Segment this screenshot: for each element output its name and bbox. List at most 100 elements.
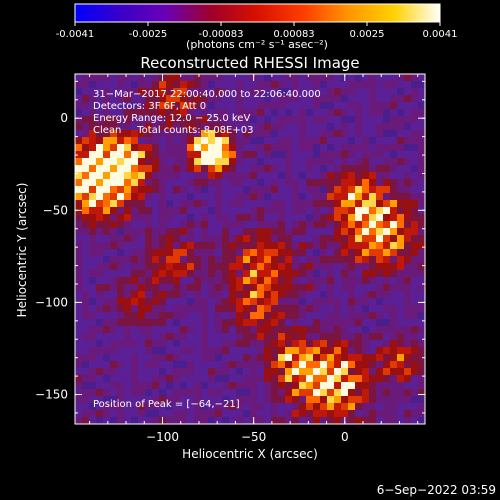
heatmap-pixel	[418, 291, 425, 299]
heatmap-pixel	[145, 305, 153, 313]
heatmap-pixel	[292, 200, 300, 208]
heatmap-pixel	[341, 235, 349, 243]
heatmap-pixel	[82, 144, 90, 152]
heatmap-pixel	[187, 165, 195, 173]
heatmap-pixel	[75, 291, 83, 299]
heatmap-pixel	[75, 130, 83, 138]
heatmap-pixel	[362, 298, 370, 306]
heatmap-pixel	[299, 102, 307, 110]
heatmap-pixel	[390, 158, 398, 166]
heatmap-pixel	[313, 403, 321, 411]
heatmap-pixel	[383, 277, 391, 285]
heatmap-pixel	[152, 88, 160, 96]
heatmap-pixel	[124, 207, 132, 215]
heatmap-pixel	[103, 144, 111, 152]
x-tick-label: −100	[146, 430, 179, 444]
heatmap-pixel	[264, 326, 272, 334]
heatmap-pixel	[208, 165, 216, 173]
heatmap-pixel	[124, 165, 132, 173]
heatmap-pixel	[320, 221, 328, 229]
heatmap-pixel	[397, 375, 405, 383]
heatmap-pixel	[89, 193, 97, 201]
heatmap-pixel	[383, 347, 391, 355]
heatmap-pixel	[117, 417, 125, 424]
heatmap-pixel	[103, 368, 111, 376]
heatmap-pixel	[103, 249, 111, 257]
heatmap-pixel	[138, 347, 146, 355]
heatmap-pixel	[117, 305, 125, 313]
heatmap-pixel	[152, 144, 160, 152]
heatmap-pixel	[82, 116, 90, 124]
heatmap-pixel	[124, 88, 132, 96]
heatmap-pixel	[383, 319, 391, 327]
heatmap-pixel	[264, 389, 272, 397]
heatmap-pixel	[103, 193, 111, 201]
heatmap-pixel	[411, 109, 419, 117]
heatmap-pixel	[355, 214, 363, 222]
heatmap-pixel	[124, 200, 132, 208]
heatmap-pixel	[299, 298, 307, 306]
heatmap-pixel	[187, 144, 195, 152]
heatmap-pixel	[327, 291, 335, 299]
heatmap-pixel	[376, 256, 384, 264]
heatmap-pixel	[131, 396, 139, 404]
heatmap-pixel	[257, 396, 265, 404]
heatmap-pixel	[89, 137, 97, 145]
heatmap-pixel	[180, 242, 188, 250]
heatmap-pixel	[117, 410, 125, 418]
heatmap-pixel	[327, 207, 335, 215]
heatmap-pixel	[271, 214, 279, 222]
heatmap-pixel	[278, 291, 286, 299]
heatmap-pixel	[341, 382, 349, 390]
heatmap-pixel	[285, 123, 293, 131]
heatmap-pixel	[341, 389, 349, 397]
heatmap-pixel	[313, 263, 321, 271]
heatmap-pixel	[180, 179, 188, 187]
heatmap-pixel	[264, 123, 272, 131]
heatmap-pixel	[215, 333, 223, 341]
heatmap-pixel	[320, 319, 328, 327]
heatmap-pixel	[138, 88, 146, 96]
heatmap-pixel	[96, 270, 104, 278]
heatmap-pixel	[180, 207, 188, 215]
heatmap-pixel	[180, 158, 188, 166]
heatmap-pixel	[411, 179, 419, 187]
heatmap-pixel	[166, 305, 174, 313]
heatmap-pixel	[236, 165, 244, 173]
heatmap-pixel	[166, 326, 174, 334]
heatmap-pixel	[124, 158, 132, 166]
heatmap-pixel	[390, 396, 398, 404]
heatmap-pixel	[271, 333, 279, 341]
heatmap-pixel	[278, 382, 286, 390]
heatmap-pixel	[187, 109, 195, 117]
heatmap-pixel	[376, 305, 384, 313]
heatmap-pixel	[103, 235, 111, 243]
heatmap-pixel	[131, 200, 139, 208]
heatmap-pixel	[82, 137, 90, 145]
heatmap-pixel	[306, 347, 314, 355]
heatmap-pixel	[236, 354, 244, 362]
heatmap-pixel	[320, 200, 328, 208]
heatmap-pixel	[96, 228, 104, 236]
heatmap-pixel	[180, 284, 188, 292]
heatmap-pixel	[89, 305, 97, 313]
heatmap-pixel	[222, 333, 230, 341]
heatmap-pixel	[215, 382, 223, 390]
heatmap-pixel	[257, 354, 265, 362]
heatmap-pixel	[117, 368, 125, 376]
x-axis-ticks: −100 −50 0	[89, 74, 419, 444]
heatmap-pixel	[271, 165, 279, 173]
heatmap-pixel	[75, 179, 83, 187]
heatmap-pixel	[75, 144, 83, 152]
heatmap-pixel	[327, 319, 335, 327]
heatmap-pixel	[152, 354, 160, 362]
heatmap-pixel	[138, 158, 146, 166]
heatmap-pixel	[271, 158, 279, 166]
heatmap-pixel	[320, 214, 328, 222]
heatmap-pixel	[299, 200, 307, 208]
heatmap-pixel	[243, 326, 251, 334]
heatmap-pixel	[264, 270, 272, 278]
heatmap-pixel	[313, 193, 321, 201]
heatmap-pixel	[187, 410, 195, 418]
heatmap-pixel	[222, 410, 230, 418]
